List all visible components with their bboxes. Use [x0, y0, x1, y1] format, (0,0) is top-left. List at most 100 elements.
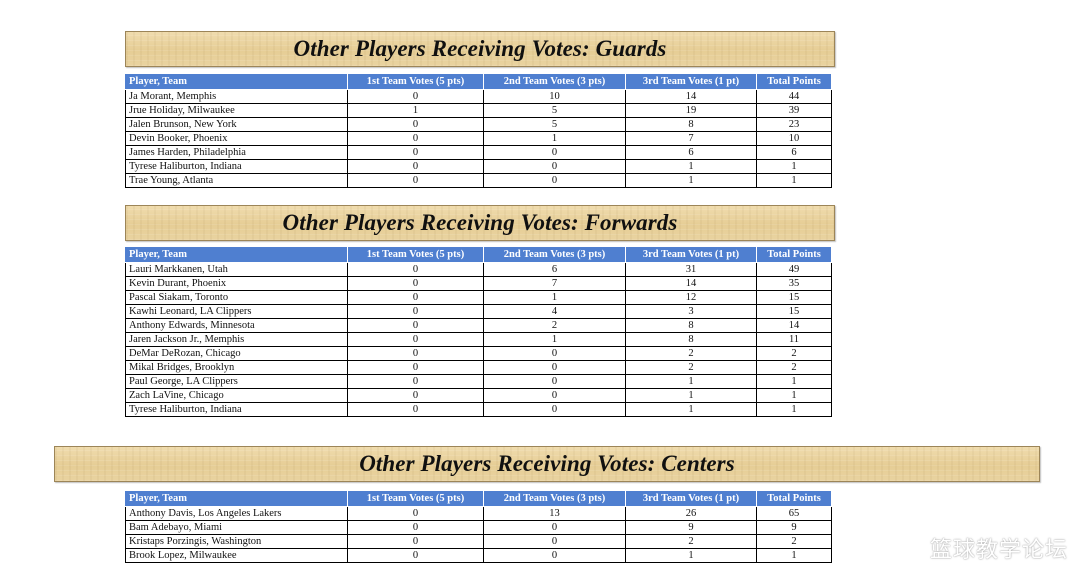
table-row: Brook Lopez, Milwaukee 0 0 1 1 [125, 548, 832, 563]
table-row: Paul George, LA Clippers 0 0 1 1 [125, 374, 832, 389]
second-team-votes-cell: 0 [483, 402, 626, 417]
second-team-votes-cell: 4 [483, 304, 626, 319]
column-header-total-points: Total Points [756, 246, 832, 263]
table-row: Devin Booker, Phoenix 0 1 7 10 [125, 131, 832, 146]
player-team-cell: Devin Booker, Phoenix [125, 131, 348, 146]
second-team-votes-cell: 0 [483, 360, 626, 375]
second-team-votes-cell: 0 [483, 145, 626, 160]
column-header-3rd-team-votes: 3rd Team Votes (1 pt) [625, 73, 757, 90]
forwards-section-banner: Other Players Receiving Votes: Forwards [125, 205, 835, 241]
table-row: Lauri Markkanen, Utah 0 6 31 49 [125, 262, 832, 277]
total-points-cell: 65 [756, 506, 832, 521]
second-team-votes-cell: 7 [483, 276, 626, 291]
table-row: Bam Adebayo, Miami 0 0 9 9 [125, 520, 832, 535]
total-points-cell: 1 [756, 402, 832, 417]
column-header-2nd-team-votes: 2nd Team Votes (3 pts) [483, 73, 626, 90]
column-header-player-team: Player, Team [125, 73, 348, 90]
total-points-cell: 1 [756, 173, 832, 188]
player-team-cell: Kawhi Leonard, LA Clippers [125, 304, 348, 319]
third-team-votes-cell: 31 [625, 262, 757, 277]
guards-votes-table: Player, Team 1st Team Votes (5 pts) 2nd … [125, 73, 832, 188]
player-team-cell: Tyrese Haliburton, Indiana [125, 159, 348, 174]
total-points-cell: 23 [756, 117, 832, 132]
player-team-cell: Zach LaVine, Chicago [125, 388, 348, 403]
first-team-votes-cell: 0 [347, 304, 484, 319]
third-team-votes-cell: 8 [625, 318, 757, 333]
player-team-cell: Pascal Siakam, Toronto [125, 290, 348, 305]
first-team-votes-cell: 0 [347, 318, 484, 333]
total-points-cell: 9 [756, 520, 832, 535]
first-team-votes-cell: 0 [347, 388, 484, 403]
total-points-cell: 1 [756, 159, 832, 174]
second-team-votes-cell: 0 [483, 159, 626, 174]
first-team-votes-cell: 0 [347, 534, 484, 549]
table-row: DeMar DeRozan, Chicago 0 0 2 2 [125, 346, 832, 361]
second-team-votes-cell: 10 [483, 89, 626, 104]
player-team-cell: Lauri Markkanen, Utah [125, 262, 348, 277]
second-team-votes-cell: 2 [483, 318, 626, 333]
total-points-cell: 1 [756, 374, 832, 389]
third-team-votes-cell: 1 [625, 548, 757, 563]
total-points-cell: 44 [756, 89, 832, 104]
centers-votes-table: Player, Team 1st Team Votes (5 pts) 2nd … [125, 490, 832, 563]
column-header-3rd-team-votes: 3rd Team Votes (1 pt) [625, 490, 757, 507]
total-points-cell: 49 [756, 262, 832, 277]
second-team-votes-cell: 13 [483, 506, 626, 521]
table-row: Kevin Durant, Phoenix 0 7 14 35 [125, 276, 832, 291]
first-team-votes-cell: 0 [347, 262, 484, 277]
total-points-cell: 2 [756, 346, 832, 361]
third-team-votes-cell: 1 [625, 173, 757, 188]
second-team-votes-cell: 1 [483, 332, 626, 347]
third-team-votes-cell: 14 [625, 89, 757, 104]
first-team-votes-cell: 0 [347, 402, 484, 417]
forum-watermark: 篮球教学论坛 [929, 538, 1068, 563]
table-header: Player, Team 1st Team Votes (5 pts) 2nd … [125, 246, 832, 263]
table-row: Ja Morant, Memphis 0 10 14 44 [125, 89, 832, 104]
total-points-cell: 2 [756, 534, 832, 549]
first-team-votes-cell: 0 [347, 374, 484, 389]
table-row: Anthony Davis, Los Angeles Lakers 0 13 26 65 [125, 506, 832, 521]
total-points-cell: 11 [756, 332, 832, 347]
column-header-1st-team-votes: 1st Team Votes (5 pts) [347, 73, 484, 90]
total-points-cell: 1 [756, 548, 832, 563]
table-row: Jaren Jackson Jr., Memphis 0 1 8 11 [125, 332, 832, 347]
second-team-votes-cell: 0 [483, 548, 626, 563]
guards-section-banner: Other Players Receiving Votes: Guards [125, 31, 835, 67]
player-team-cell: Kristaps Porzingis, Washington [125, 534, 348, 549]
column-header-2nd-team-votes: 2nd Team Votes (3 pts) [483, 246, 626, 263]
total-points-cell: 6 [756, 145, 832, 160]
second-team-votes-cell: 0 [483, 534, 626, 549]
table-row: Zach LaVine, Chicago 0 0 1 1 [125, 388, 832, 403]
player-team-cell: Paul George, LA Clippers [125, 374, 348, 389]
table-row: Jrue Holiday, Milwaukee 1 5 19 39 [125, 103, 832, 118]
total-points-cell: 14 [756, 318, 832, 333]
player-team-cell: Anthony Davis, Los Angeles Lakers [125, 506, 348, 521]
column-header-total-points: Total Points [756, 73, 832, 90]
total-points-cell: 15 [756, 304, 832, 319]
table-row: Tyrese Haliburton, Indiana 0 0 1 1 [125, 159, 832, 174]
player-team-cell: Ja Morant, Memphis [125, 89, 348, 104]
first-team-votes-cell: 0 [347, 159, 484, 174]
table-row: Kristaps Porzingis, Washington 0 0 2 2 [125, 534, 832, 549]
table-row: Kawhi Leonard, LA Clippers 0 4 3 15 [125, 304, 832, 319]
third-team-votes-cell: 2 [625, 346, 757, 361]
player-team-cell: Kevin Durant, Phoenix [125, 276, 348, 291]
first-team-votes-cell: 0 [347, 117, 484, 132]
table-row: Tyrese Haliburton, Indiana 0 0 1 1 [125, 402, 832, 417]
second-team-votes-cell: 0 [483, 388, 626, 403]
player-team-cell: Jaren Jackson Jr., Memphis [125, 332, 348, 347]
player-team-cell: Jalen Brunson, New York [125, 117, 348, 132]
column-header-3rd-team-votes: 3rd Team Votes (1 pt) [625, 246, 757, 263]
first-team-votes-cell: 1 [347, 103, 484, 118]
second-team-votes-cell: 1 [483, 131, 626, 146]
third-team-votes-cell: 26 [625, 506, 757, 521]
third-team-votes-cell: 8 [625, 332, 757, 347]
third-team-votes-cell: 9 [625, 520, 757, 535]
second-team-votes-cell: 5 [483, 117, 626, 132]
third-team-votes-cell: 7 [625, 131, 757, 146]
player-team-cell: DeMar DeRozan, Chicago [125, 346, 348, 361]
player-team-cell: Mikal Bridges, Brooklyn [125, 360, 348, 375]
column-header-1st-team-votes: 1st Team Votes (5 pts) [347, 246, 484, 263]
third-team-votes-cell: 2 [625, 360, 757, 375]
table-header: Player, Team 1st Team Votes (5 pts) 2nd … [125, 490, 832, 507]
